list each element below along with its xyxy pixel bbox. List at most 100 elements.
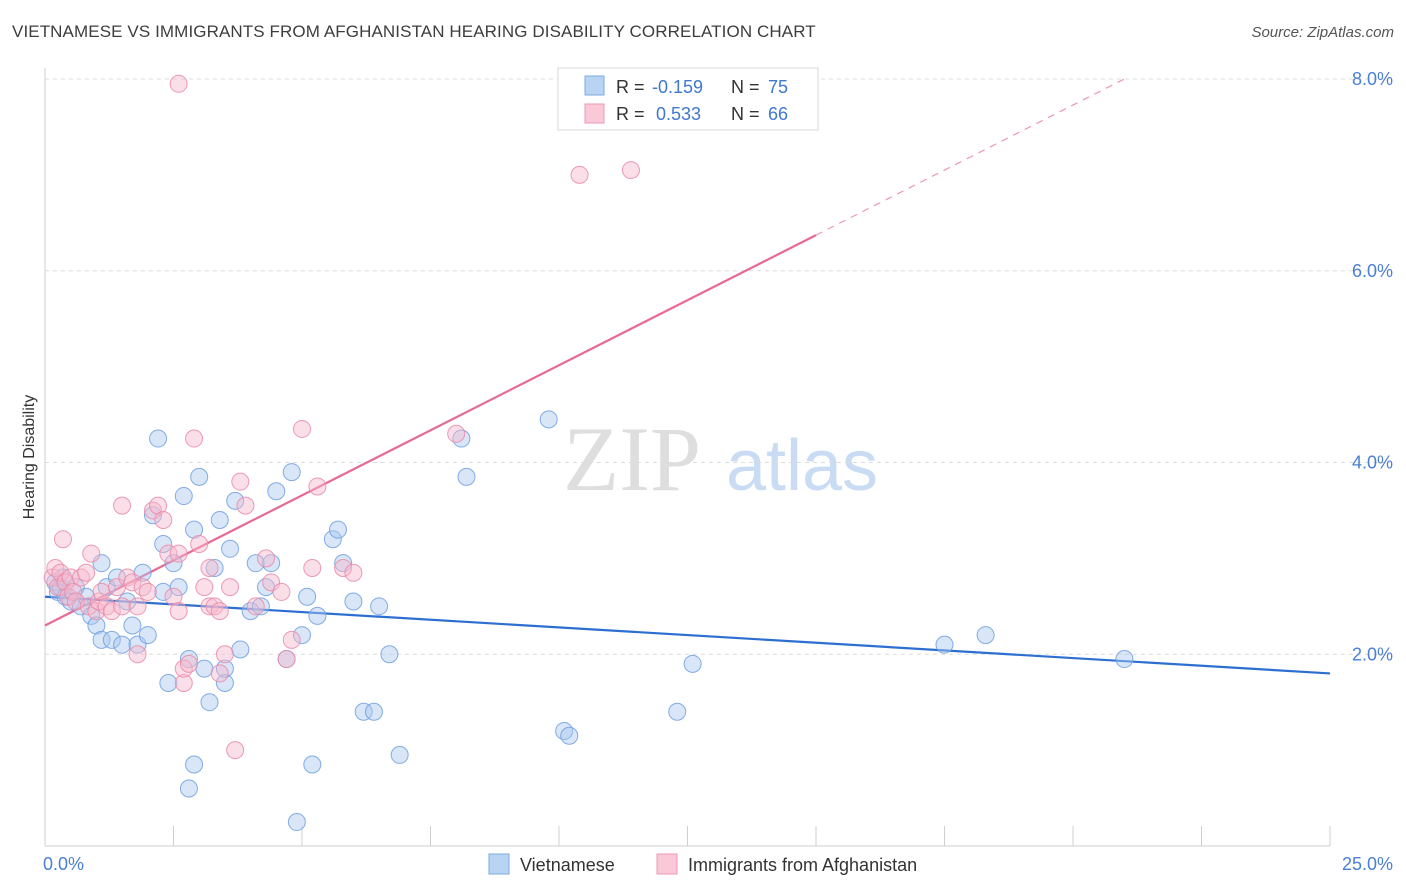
vietnamese-point-10 [87,616,106,635]
afghanistan-point-46 [226,741,245,760]
vietnamese-point-49 [267,482,286,501]
afghanistan-point-20 [113,597,132,616]
x-tick-marks [44,826,1331,846]
vietnamese-point-34 [190,467,209,486]
data-points [43,74,1134,832]
afghanistan-point-18 [102,602,121,621]
vietnamese-point-32 [185,755,204,774]
afghanistan-point-65 [621,161,640,180]
vietnamese-point-58 [328,520,347,539]
afghanistan-point-47 [231,472,250,491]
afghanistan-point-11 [77,563,96,582]
afghanistan-point-23 [128,597,147,616]
legend-swatch-blue [584,75,605,96]
legend-n-value-1: 75 [768,77,788,97]
afghanistan-point-21 [118,568,137,587]
vietnamese-point-62 [364,702,383,721]
afghanistan-point-48 [236,496,255,515]
vietnamese-point-65 [390,745,409,764]
vietnamese-point-72 [683,654,702,673]
afghanistan-point-17 [97,597,116,616]
vietnamese-point-69 [555,721,574,740]
vietnamese-point-30 [179,650,198,669]
afghanistan-point-4 [53,530,72,549]
y-tick-label-3: 8.0% [1352,69,1393,89]
vietnamese-point-37 [205,558,224,577]
afghanistan-point-35 [179,654,198,673]
afghanistan-point-63 [169,74,188,93]
vietnamese-point-74 [976,626,995,645]
vietnamese-point-61 [354,702,373,721]
vietnamese-point-67 [457,467,476,486]
afghanistan-point-24 [133,578,152,597]
afghanistan-point-49 [246,597,265,616]
y-tick-label-1: 4.0% [1352,453,1393,473]
vietnamese-point-28 [169,578,188,597]
legend-swatch-pink [584,103,605,124]
vietnamese-point-22 [143,506,162,525]
vietnamese-point-41 [221,539,240,558]
afghanistan-point-27 [149,496,168,515]
afghanistan-point-42 [210,664,229,683]
legend-n-label-2: N = [731,104,760,124]
vietnamese-point-48 [262,554,281,573]
vietnamese-point-57 [323,530,342,549]
afghanistan-point-43 [210,602,229,621]
afghanistan-point-54 [282,630,301,649]
vietnamese-point-35 [195,659,214,678]
y-axis-label: Hearing Disability [21,395,38,520]
afghanistan-point-10 [71,568,90,587]
afghanistan-point-41 [205,597,224,616]
vietnamese-point-27 [164,554,183,573]
afghanistan-point-56 [303,558,322,577]
vietnamese-point-70 [560,726,579,745]
vietnamese-point-39 [215,674,234,693]
vietnamese-point-44 [241,602,260,621]
afghanistan-point-34 [174,659,193,678]
bottom-legend-swatch-blue [488,853,510,875]
vietnamese-point-38 [210,511,229,530]
vietnamese-point-63 [370,597,389,616]
afghanistan-point-31 [169,544,188,563]
afghanistan-point-52 [272,582,291,601]
afghanistan-point-37 [190,534,209,553]
afghanistan-point-38 [195,578,214,597]
afghanistan-point-55 [293,419,311,438]
afghanistan-point-29 [159,544,178,563]
vietnamese-point-25 [154,534,173,553]
chart-title: VIETNAMESE VS IMMIGRANTS FROM AFGHANISTA… [12,22,816,41]
afghanistan-point-22 [123,573,142,592]
watermark-zip: ZIP [563,408,701,510]
afghanistan-point-3 [51,563,70,582]
y-tick-label-0: 2.0% [1352,644,1393,664]
afghanistan-point-33 [174,674,193,693]
vietnamese-point-11 [92,630,111,649]
watermark-atlas: atlas [726,426,878,506]
vietnamese-point-33 [179,779,198,798]
vietnamese-point-3 [53,568,72,587]
afghanistan-point-44 [215,645,234,664]
vietnamese-point-18 [123,616,142,635]
series-legend: Vietnamese Immigrants from Afghanistan [488,853,917,875]
vietnamese-point-29 [174,487,193,506]
vietnamese-point-23 [149,429,168,448]
vietnamese-point-31 [185,520,204,539]
grid-layer [45,78,1390,655]
x-tick-label-0: 0.0% [43,854,84,874]
afghanistan-point-58 [334,558,353,577]
vietnamese-point-45 [246,554,265,573]
x-tick-label-1: 25.0% [1342,854,1393,874]
afghanistan-point-60 [128,645,147,664]
vietnamese-point-21 [138,626,157,645]
legend-r-value-1: -0.159 [652,77,703,97]
vietnamese-point-42 [226,491,245,510]
vietnamese-point-26 [159,674,178,693]
afghanistan-point-62 [447,424,466,443]
afghanistan-point-64 [570,165,589,184]
vietnamese-point-64 [380,645,399,664]
afghanistan-point-53 [277,650,296,669]
afghanistan-point-57 [308,477,327,496]
vietnamese-point-17 [118,592,137,611]
vietnamese-point-54 [298,587,317,606]
